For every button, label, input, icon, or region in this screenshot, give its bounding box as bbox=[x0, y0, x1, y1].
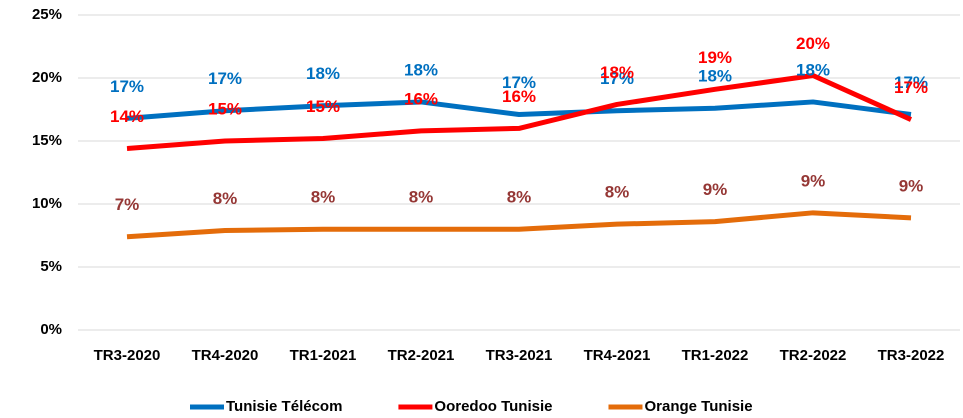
data-label: 17% bbox=[110, 77, 144, 96]
data-label: 8% bbox=[507, 188, 532, 207]
y-tick-label: 20% bbox=[32, 69, 62, 86]
data-label: 17% bbox=[208, 69, 242, 88]
data-label: 8% bbox=[213, 189, 238, 208]
data-label: 8% bbox=[311, 188, 336, 207]
x-tick-label: TR3-2020 bbox=[94, 347, 161, 364]
data-label: 17% bbox=[600, 69, 634, 88]
data-label: 18% bbox=[698, 67, 732, 86]
data-label: 9% bbox=[703, 180, 728, 199]
data-label: 20% bbox=[796, 34, 830, 53]
data-label: 16% bbox=[502, 87, 536, 106]
data-label: 8% bbox=[605, 183, 630, 202]
data-label: 8% bbox=[409, 188, 434, 207]
legend-label: Tunisie Télécom bbox=[226, 398, 342, 415]
series-line bbox=[126, 99, 912, 121]
y-tick-label: 0% bbox=[40, 321, 62, 338]
data-label: 18% bbox=[306, 64, 340, 83]
y-tick-label: 15% bbox=[32, 132, 62, 149]
x-tick-label: TR3-2021 bbox=[486, 347, 553, 364]
data-label: 18% bbox=[600, 63, 634, 82]
data-label: 15% bbox=[306, 97, 340, 116]
x-tick-label: TR1-2021 bbox=[290, 347, 357, 364]
data-label: 17% bbox=[502, 73, 536, 92]
data-label: 17% bbox=[894, 73, 928, 92]
data-label: 18% bbox=[796, 60, 830, 79]
y-tick-label: 10% bbox=[32, 195, 62, 212]
y-tick-label: 25% bbox=[32, 6, 62, 23]
data-label: 17% bbox=[894, 78, 928, 97]
data-label: 16% bbox=[404, 89, 438, 108]
legend-label: Ooredoo Tunisie bbox=[434, 398, 552, 415]
x-tick-label: TR2-2022 bbox=[780, 347, 847, 364]
data-label: 14% bbox=[110, 107, 144, 126]
x-tick-label: TR2-2021 bbox=[388, 347, 455, 364]
data-label: 9% bbox=[801, 171, 826, 190]
x-tick-label: TR1-2022 bbox=[682, 347, 749, 364]
data-label: 15% bbox=[208, 99, 242, 118]
data-label: 19% bbox=[698, 48, 732, 67]
data-label: 9% bbox=[899, 176, 924, 195]
data-label: 7% bbox=[115, 195, 140, 214]
series-line bbox=[126, 72, 913, 152]
data-label: 18% bbox=[404, 60, 438, 79]
legend-label: Orange Tunisie bbox=[644, 398, 752, 415]
series-line bbox=[126, 210, 912, 240]
y-tick-label: 5% bbox=[40, 258, 62, 275]
x-tick-label: TR4-2020 bbox=[192, 347, 259, 364]
x-tick-label: TR3-2022 bbox=[878, 347, 945, 364]
x-tick-label: TR4-2021 bbox=[584, 347, 651, 364]
